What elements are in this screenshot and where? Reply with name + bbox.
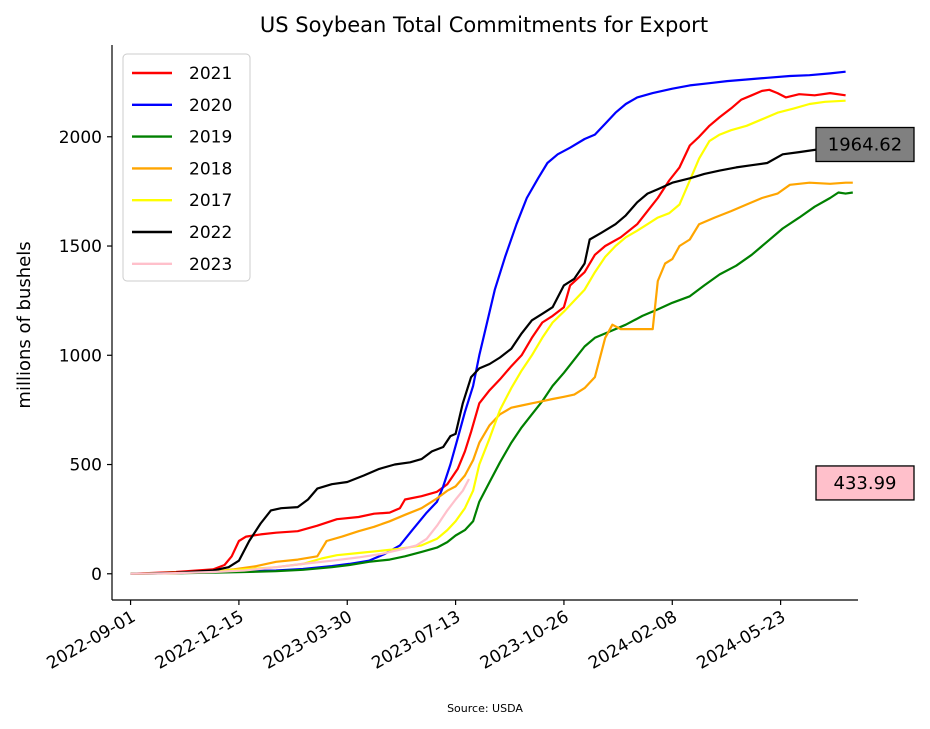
y-tick-label: 500 [70,456,102,476]
series-line-2022 [130,143,846,575]
series-line-2017 [130,99,846,575]
series-layer [130,70,853,575]
x-tick-label: 2022-12-15 [152,607,248,674]
y-axis-ticks: 0 500 1000 1500 2000 [59,128,112,585]
x-tick-label: 2024-05-23 [694,607,790,674]
value-callout-box [815,465,915,501]
y-axis-label: millions of bushels [14,241,35,408]
legend-label-2020: 2020 [189,96,232,116]
legend-label-2019: 2019 [189,128,232,148]
legend-frame [122,53,251,282]
source-note: Source: USDA [447,702,523,715]
x-tick-label: 2023-03-30 [260,607,356,674]
x-axis-ticks: 2022-09-01 2022-12-15 2023-03-30 2023-07-13… [44,600,790,674]
series-line-2021 [130,88,846,575]
x-tick-label: 2023-07-13 [369,607,465,674]
y-tick-label: 2000 [59,128,102,148]
value-callout-box [815,126,915,163]
legend-label-2022: 2022 [189,223,232,243]
legend-label-2021: 2021 [189,64,232,84]
y-tick-label: 1000 [59,346,102,366]
legend-label-2017: 2017 [189,191,232,211]
legend-label-2023: 2023 [189,255,232,275]
series-line-2018 [130,181,853,575]
y-tick-label: 1500 [59,237,102,257]
legend-label-2018: 2018 [189,159,232,179]
y-tick-label: 0 [91,565,102,585]
callout-layer: 1964.62 433.99 [815,126,915,501]
legend: 2021 2020 2019 2018 2017 2022 2023 [122,53,251,282]
chart-title: US Soybean Total Commitments for Export [260,13,708,37]
value-callout-label: 1964.62 [828,135,902,156]
x-tick-label: 2023-10-26 [477,607,573,674]
x-tick-label: 2024-02-08 [585,607,681,674]
x-tick-label: 2022-09-01 [44,607,140,674]
series-line-2023 [130,478,470,575]
legend-items: 2021 2020 2019 2018 2017 2022 2023 [132,64,232,275]
value-callout-label: 433.99 [834,473,897,494]
